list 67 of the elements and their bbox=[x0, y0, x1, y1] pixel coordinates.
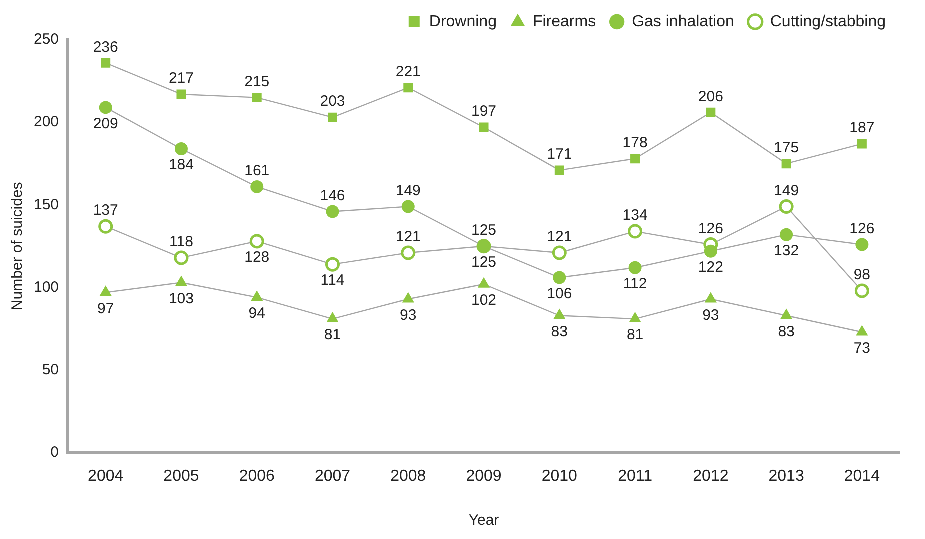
y-tick-label: 250 bbox=[34, 31, 60, 48]
x-tick-label: 2005 bbox=[164, 468, 200, 485]
data-label: 125 bbox=[472, 222, 497, 240]
data-label: 114 bbox=[320, 272, 345, 290]
data-label: 93 bbox=[702, 306, 720, 324]
data-label: 118 bbox=[170, 234, 194, 251]
data-label: 215 bbox=[244, 73, 270, 90]
data-label: 203 bbox=[320, 93, 346, 110]
y-axis-title: Number of suicides bbox=[9, 182, 26, 311]
data-label: 106 bbox=[547, 285, 572, 302]
x-tick-label: 2009 bbox=[466, 468, 502, 485]
data-label: 122 bbox=[698, 258, 724, 276]
y-tick-label: 200 bbox=[34, 114, 60, 131]
data-label: 217 bbox=[168, 70, 194, 88]
legend-label: Cutting/stabbing bbox=[770, 13, 886, 30]
data-label: 206 bbox=[698, 88, 724, 106]
legend-label: Firearms bbox=[532, 13, 596, 30]
data-label: 126 bbox=[850, 220, 875, 238]
y-tick-label: 0 bbox=[50, 444, 60, 461]
data-label: 236 bbox=[93, 38, 118, 56]
legend-label: Gas inhalation bbox=[632, 13, 734, 30]
x-tick-label: 2007 bbox=[314, 468, 351, 485]
data-label: 103 bbox=[168, 290, 194, 308]
data-label: 184 bbox=[168, 156, 194, 174]
data-label: 161 bbox=[244, 162, 270, 180]
data-label: 209 bbox=[93, 115, 118, 132]
x-tick-label: 2012 bbox=[693, 468, 729, 485]
data-label: 126 bbox=[698, 220, 724, 238]
data-label: 128 bbox=[244, 249, 270, 266]
data-label: 178 bbox=[622, 134, 648, 152]
data-label: 125 bbox=[472, 254, 497, 272]
data-label: 149 bbox=[774, 182, 800, 200]
data-label: 83 bbox=[551, 323, 568, 340]
x-tick-label: 2011 bbox=[618, 468, 653, 485]
x-tick-label: 2010 bbox=[542, 468, 578, 485]
data-label: 134 bbox=[622, 207, 648, 224]
data-label: 121 bbox=[547, 228, 572, 246]
data-label: 121 bbox=[396, 228, 421, 246]
x-tick-label: 2008 bbox=[390, 468, 426, 485]
data-label: 102 bbox=[472, 292, 497, 310]
data-label: 97 bbox=[98, 300, 114, 318]
data-label: 81 bbox=[324, 326, 342, 344]
data-label: 146 bbox=[320, 187, 346, 204]
x-axis-title: Year bbox=[468, 512, 500, 530]
data-label: 197 bbox=[472, 103, 497, 120]
data-label: 175 bbox=[774, 139, 800, 156]
data-label: 98 bbox=[854, 266, 871, 284]
data-label: 149 bbox=[396, 182, 421, 200]
data-label: 187 bbox=[850, 120, 875, 137]
data-label: 137 bbox=[93, 202, 118, 220]
y-tick-label: 50 bbox=[42, 361, 60, 378]
x-tick-label: 2014 bbox=[844, 468, 880, 485]
data-label: 81 bbox=[626, 326, 644, 344]
x-tick-label: 2004 bbox=[88, 468, 124, 485]
data-label: 83 bbox=[778, 323, 795, 340]
legend-label: Drowning bbox=[429, 13, 497, 30]
y-tick-label: 100 bbox=[34, 278, 60, 296]
x-tick-label: 2013 bbox=[768, 468, 804, 485]
data-label: 132 bbox=[774, 242, 800, 260]
data-label: 73 bbox=[854, 340, 871, 357]
y-tick-label: 150 bbox=[34, 196, 60, 214]
data-label: 94 bbox=[248, 305, 266, 322]
data-label: 171 bbox=[547, 146, 572, 164]
data-label: 112 bbox=[623, 276, 648, 293]
data-label: 93 bbox=[400, 306, 417, 324]
x-tick-label: 2006 bbox=[239, 468, 276, 485]
data-label: 221 bbox=[396, 64, 421, 81]
